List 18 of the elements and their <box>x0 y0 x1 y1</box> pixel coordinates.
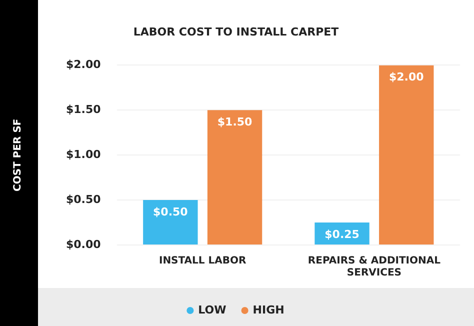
legend-label: HIGH <box>252 303 284 316</box>
y-tick-label: $0.00 <box>66 238 102 251</box>
y-tick-label: $2.00 <box>66 58 102 72</box>
y-tick-label: $1.00 <box>66 148 102 161</box>
data-label: $2.00 <box>388 70 424 84</box>
y-axis-title: COST PER SF <box>12 118 24 192</box>
bar <box>143 200 198 244</box>
x-tick-label: REPAIRS & ADDITIONAL SERVICES <box>308 256 442 279</box>
y-tick-label: $0.50 <box>66 192 102 206</box>
legend-label: LOW <box>198 303 226 316</box>
y-tick-label: $1.50 <box>66 103 102 116</box>
data-label: $0.50 <box>153 205 188 218</box>
bar <box>379 65 434 244</box>
bar <box>207 110 262 244</box>
chart-title: LABOR COST TO INSTALL CARPET <box>133 25 340 38</box>
x-tick-label: INSTALL LABOR <box>158 256 247 267</box>
data-label: $1.50 <box>217 116 253 129</box>
data-label: $0.25 <box>324 228 360 241</box>
